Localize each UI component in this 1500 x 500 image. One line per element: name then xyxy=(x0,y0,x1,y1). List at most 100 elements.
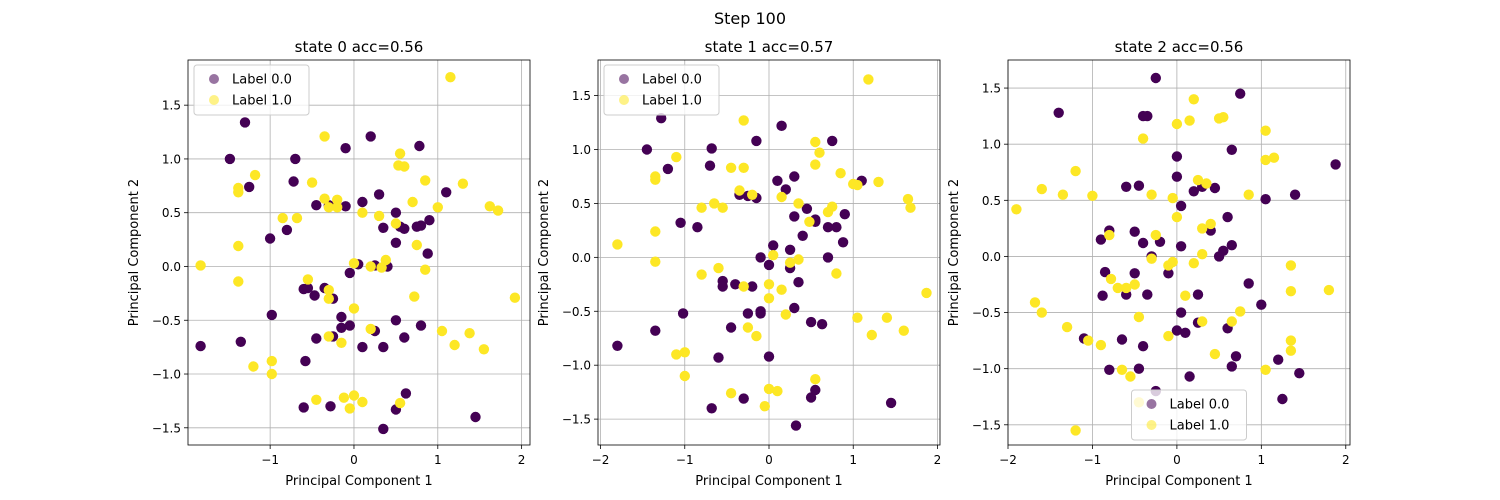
data-point xyxy=(713,262,724,274)
legend-marker xyxy=(209,95,219,105)
data-point xyxy=(696,269,707,280)
y-tick-label: −0.5 xyxy=(562,305,591,319)
data-point xyxy=(1226,316,1238,327)
data-point xyxy=(266,355,277,367)
data-point xyxy=(373,210,385,222)
data-point xyxy=(291,212,303,224)
x-tick-label: −1 xyxy=(1084,453,1102,467)
data-point xyxy=(365,323,376,335)
data-point xyxy=(336,311,347,323)
data-point xyxy=(827,135,838,147)
data-point xyxy=(1235,306,1246,317)
data-point xyxy=(323,331,334,342)
data-point xyxy=(394,148,406,159)
data-point xyxy=(650,174,661,185)
data-point xyxy=(763,293,775,304)
y-tick-label: −1.0 xyxy=(972,362,1001,376)
data-point xyxy=(365,131,376,142)
data-point xyxy=(810,136,821,148)
data-point xyxy=(1256,299,1267,310)
data-point xyxy=(1171,151,1183,162)
data-point xyxy=(348,258,360,269)
data-point xyxy=(772,175,783,186)
subplot-title: state 1 acc=0.57 xyxy=(705,38,834,56)
x-tick-label: −2 xyxy=(999,453,1017,467)
x-tick-label: 0 xyxy=(350,453,358,467)
data-point xyxy=(755,308,766,319)
data-point xyxy=(1192,174,1204,186)
data-point xyxy=(1167,256,1178,268)
data-point xyxy=(441,187,452,198)
data-point xyxy=(612,340,623,351)
data-point xyxy=(235,336,246,347)
y-tick-label: 1.5 xyxy=(572,89,591,103)
data-point xyxy=(390,207,402,218)
legend-label: Label 1.0 xyxy=(232,94,292,109)
data-point xyxy=(679,370,690,382)
series-0 xyxy=(1053,72,1341,405)
data-point xyxy=(390,237,402,248)
legend-box xyxy=(603,64,720,116)
data-point xyxy=(742,308,754,319)
subplot-title: state 0 acc=0.56 xyxy=(295,38,424,56)
data-point xyxy=(1197,223,1208,234)
data-point xyxy=(1235,88,1246,99)
data-point xyxy=(725,388,737,399)
data-point xyxy=(484,201,495,212)
data-point xyxy=(348,390,360,401)
data-point xyxy=(336,322,347,333)
data-point xyxy=(810,384,821,396)
y-tick-label: −0.5 xyxy=(972,306,1001,320)
data-point xyxy=(1197,316,1208,327)
data-point xyxy=(1029,297,1041,308)
data-point xyxy=(277,212,288,224)
data-point xyxy=(1061,321,1073,333)
data-point xyxy=(1112,282,1124,294)
data-point xyxy=(1294,368,1305,379)
legend-label: Label 0.0 xyxy=(642,73,702,88)
y-axis-label: Principal Component 2 xyxy=(537,179,552,326)
x-tick-label: −2 xyxy=(592,453,610,467)
data-point xyxy=(921,287,932,299)
data-point xyxy=(1036,183,1048,195)
y-tick-label: 0.5 xyxy=(572,197,591,211)
data-point xyxy=(1150,72,1162,84)
data-point xyxy=(378,423,389,435)
data-point xyxy=(706,143,717,154)
data-point xyxy=(1218,245,1229,256)
series-1 xyxy=(612,74,932,412)
y-tick-label: −0.5 xyxy=(152,314,181,328)
data-point xyxy=(420,175,431,186)
data-point xyxy=(1129,268,1140,279)
data-point xyxy=(810,159,821,170)
data-point xyxy=(1070,165,1081,177)
data-point xyxy=(420,264,431,275)
data-point xyxy=(411,239,422,251)
x-axis-label: Principal Component 1 xyxy=(695,474,842,489)
data-point xyxy=(233,240,244,252)
data-point xyxy=(348,303,360,314)
data-point xyxy=(336,337,347,348)
data-point xyxy=(1230,351,1242,362)
data-point xyxy=(1243,278,1254,289)
data-point xyxy=(776,191,787,203)
data-point xyxy=(306,177,318,188)
data-point xyxy=(1129,226,1140,237)
x-axis-label: Principal Component 1 xyxy=(1105,474,1252,489)
subplot-title: state 2 acc=0.56 xyxy=(1115,38,1244,56)
legend-label: Label 1.0 xyxy=(642,94,702,109)
legend-marker xyxy=(1146,399,1157,409)
data-point xyxy=(332,194,343,205)
data-point xyxy=(1104,364,1115,375)
data-point xyxy=(776,120,787,131)
data-point xyxy=(730,279,741,290)
data-point xyxy=(881,312,893,323)
x-tick-label: 0 xyxy=(1173,453,1181,467)
data-point xyxy=(319,131,330,142)
data-point xyxy=(302,274,314,285)
legend-marker xyxy=(1146,420,1157,430)
y-tick-label: −1.5 xyxy=(152,421,181,435)
series-1 xyxy=(195,72,521,414)
legend-label: Label 0.0 xyxy=(1170,398,1230,413)
data-point xyxy=(1180,290,1191,301)
